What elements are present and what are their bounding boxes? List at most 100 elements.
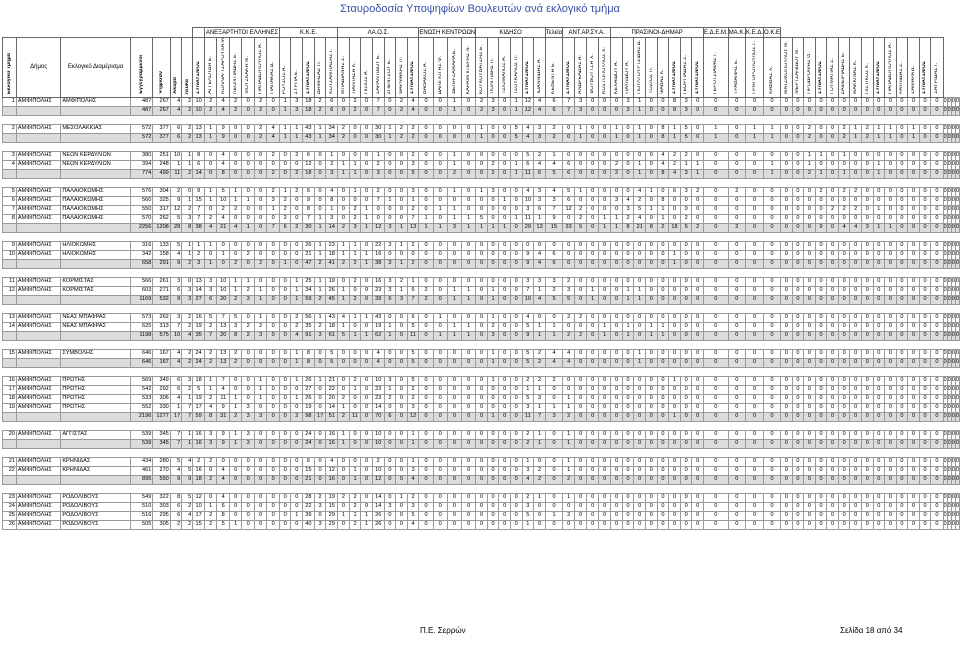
value-cell: 1: [348, 312, 362, 323]
value-cell: 0: [645, 258, 658, 269]
value-cell: 2: [544, 123, 564, 134]
value-cell: 0: [278, 276, 292, 287]
value-cell: 0: [290, 465, 304, 476]
value-cell: 1: [498, 222, 511, 233]
value-cell: 0: [763, 492, 782, 503]
value-cell: 0: [849, 375, 862, 386]
value-cell: 0: [884, 438, 897, 449]
value-cell: 0: [872, 519, 886, 530]
value-cell: 0: [645, 456, 658, 467]
candidate-name: ΓΕΩΡΓΙΑΔΗΣ Σ.: [683, 54, 689, 94]
value-cell: 0: [954, 312, 960, 323]
value-cell: 0: [509, 195, 523, 206]
candidate-name: ΔΗΜΗΣΑΣ Π.: [317, 60, 323, 94]
value-cell: 0: [907, 501, 920, 512]
value-cell: 70: [371, 411, 385, 422]
municipality-name: ΑΜΦΙΠΟΛΗΣ: [15, 321, 62, 332]
value-cell: 0: [930, 240, 944, 251]
value-cell: 0: [598, 357, 612, 368]
value-cell: 0: [598, 393, 612, 404]
value-cell: 516: [129, 510, 154, 521]
value-cell: 5: [679, 123, 693, 134]
value-cell: 0: [745, 456, 765, 467]
value-cell: 0: [861, 105, 874, 116]
value-cell: 1: [395, 240, 408, 251]
value-cell: 0: [278, 456, 292, 467]
column-header: Εκλογικό Διαμέρισμα: [60, 37, 131, 98]
value-cell: 0: [907, 168, 920, 179]
value-cell: 3: [253, 330, 268, 341]
value-cell: 646: [129, 348, 154, 359]
value-cell: 0: [621, 429, 635, 440]
value-cell: 2: [290, 411, 304, 422]
value-cell: 2: [562, 330, 576, 341]
value-cell: 0: [586, 519, 600, 530]
value-cell: 377: [152, 132, 171, 143]
value-cell: 0: [348, 123, 362, 134]
value-cell: 0: [486, 384, 500, 395]
value-cell: 0: [418, 465, 434, 476]
value-cell: 13: [216, 357, 230, 368]
value-cell: 1: [337, 294, 350, 305]
value-cell: 0: [918, 402, 932, 413]
value-cell: 0: [461, 393, 477, 404]
value-cell: 0: [278, 375, 292, 386]
value-cell: 19: [325, 276, 339, 287]
value-cell: 0: [763, 186, 782, 197]
value-cell: 2: [337, 393, 350, 404]
value-cell: 0: [498, 375, 511, 386]
value-cell: 1: [313, 249, 327, 260]
value-cell: 0: [780, 438, 793, 449]
value-cell: 0: [861, 204, 874, 215]
value-cell: 0: [586, 375, 600, 386]
value-cell: 0: [950, 105, 956, 116]
results-table: ΑΝΕΞΑΡΤΗΤΟΙ ΕΛΛΗΝΕΣ Κ.Κ.Ε. ΛΑ.Ο.Σ. ΕΝΩΣΗ ΚΕ…: [2, 27, 960, 530]
value-cell: 0: [918, 204, 932, 215]
value-cell: 0: [668, 402, 681, 413]
value-cell: 0: [803, 195, 816, 206]
value-cell: 0: [509, 474, 523, 485]
value-cell: 3: [679, 168, 693, 179]
value-cell: 0: [645, 510, 658, 521]
value-cell: 0: [586, 384, 600, 395]
value-cell: 3: [486, 96, 500, 107]
party-total-header: ΣΥΝΑΥΣΜΟΣ: [691, 37, 704, 98]
party-total-header: ΣΥΝΑΥΣΜΟΣ: [814, 37, 828, 98]
value-cell: 1: [181, 438, 194, 449]
value-cell: 434: [129, 456, 154, 467]
value-cell: 0: [313, 204, 327, 215]
value-cell: 0: [586, 222, 600, 233]
value-cell: 0: [668, 213, 681, 224]
value-cell: 4: [169, 249, 183, 260]
value-cell: 0: [418, 375, 434, 386]
value-cell: 7: [371, 105, 385, 116]
value-cell: 0: [907, 186, 920, 197]
value-cell: 0: [895, 204, 909, 215]
value-cell: 0: [253, 519, 268, 530]
spacer-cell: [2, 303, 943, 314]
value-cell: 0: [918, 132, 932, 143]
value-cell: 0: [884, 375, 897, 386]
value-cell: 1: [679, 159, 693, 170]
value-cell: 0: [586, 168, 600, 179]
value-cell: 0: [266, 357, 280, 368]
value-cell: 0: [895, 465, 909, 476]
value-cell: 34: [325, 123, 339, 134]
value-cell: 0: [395, 168, 408, 179]
value-cell: 30: [371, 123, 385, 134]
value-cell: 0: [691, 321, 704, 332]
value-cell: 303: [152, 501, 171, 512]
value-cell: 0: [266, 276, 280, 287]
value-cell: 0: [763, 411, 782, 422]
value-cell: 1: [228, 276, 243, 287]
value-cell: 5: [406, 348, 420, 359]
table-row: 5 ΑΜΦΙΠΟΛΗΣ ΠΑΛΑΙΟΚΩΜΗΣ 576 304 2 0 9 1 5 1 0 0 2 1 2 6 0…: [2, 186, 960, 197]
value-cell: 1: [446, 285, 463, 296]
value-cell: 4: [290, 330, 304, 341]
value-cell: 0: [360, 438, 373, 449]
value-cell: 0: [803, 186, 816, 197]
value-cell: 0: [849, 294, 862, 305]
value-cell: 0: [574, 411, 588, 422]
section-number: 14: [2, 321, 17, 332]
value-cell: 26: [302, 375, 315, 386]
